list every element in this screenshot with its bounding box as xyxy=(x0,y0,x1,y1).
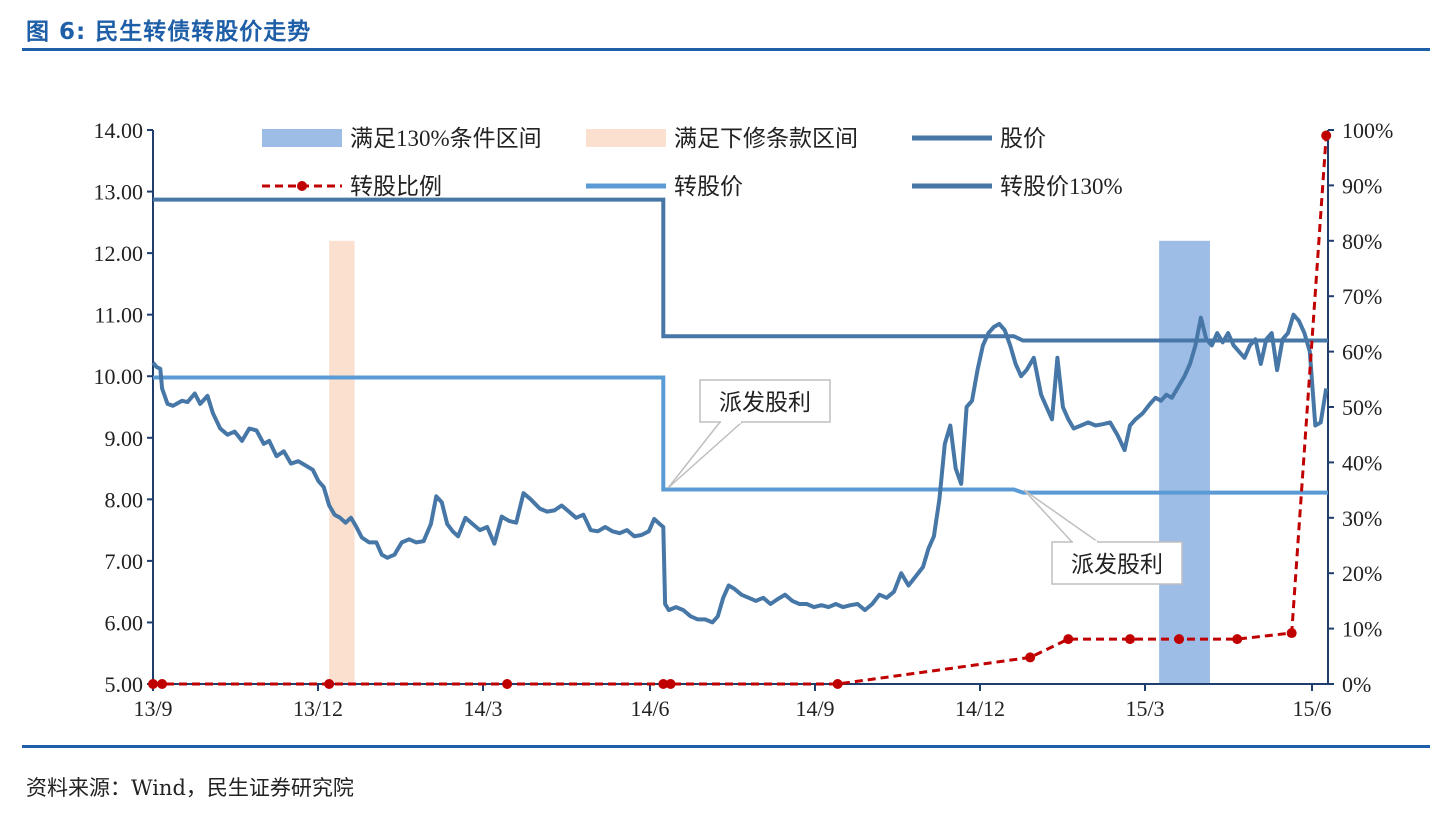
callout-box xyxy=(699,379,831,423)
ratio-point xyxy=(832,679,843,689)
series-conv-price xyxy=(153,375,1328,495)
legend-label-band-revise: 满足下修条款区间 xyxy=(674,126,858,151)
ratio-point xyxy=(157,679,168,689)
y-right-tick-label: 30% xyxy=(1342,506,1382,531)
source-note: 资料来源：Wind，民生证券研究院 xyxy=(26,776,354,800)
x-tick-label: 14/12 xyxy=(955,696,1005,721)
y-left-tick-label: 12.00 xyxy=(94,241,144,266)
legend-label-conv-price: 转股价 xyxy=(674,174,743,199)
ratio-point xyxy=(324,679,335,689)
y-left-tick-label: 9.00 xyxy=(105,426,144,451)
ratio-point xyxy=(1063,634,1074,645)
callout-pointer xyxy=(667,421,744,489)
callout-box xyxy=(1051,541,1183,585)
y-right-tick-label: 60% xyxy=(1342,340,1382,365)
y-right-tick-label: 50% xyxy=(1342,395,1382,420)
y-left-tick-label: 10.00 xyxy=(94,364,144,389)
callout-label: 派发股利 xyxy=(1071,552,1163,577)
figure-title: 图 6: 民生转债转股价走势 xyxy=(26,19,312,45)
ratio-point xyxy=(502,679,513,689)
x-tick-label: 14/9 xyxy=(795,696,834,721)
y-right-tick-label: 80% xyxy=(1342,229,1382,254)
band-130-condition xyxy=(1159,240,1210,685)
legend-label-conv-price-130: 转股价130% xyxy=(1000,174,1123,199)
legend-label-ratio: 转股比例 xyxy=(350,174,442,199)
legend-label-band-130: 满足130%条件区间 xyxy=(350,126,542,151)
ratio-point xyxy=(665,679,676,689)
y-left-tick-label: 8.00 xyxy=(105,487,144,512)
y-right-tick-label: 40% xyxy=(1342,450,1382,475)
y-right-tick-label: 20% xyxy=(1342,561,1382,586)
bands-layer xyxy=(329,240,1210,685)
ratio-point xyxy=(1174,634,1185,645)
ratio-point xyxy=(1232,634,1243,645)
x-tick-label: 15/3 xyxy=(1125,696,1164,721)
y-left-tick-label: 7.00 xyxy=(105,549,144,574)
legend-swatch-band-130 xyxy=(262,129,342,147)
series-conversion-ratio xyxy=(153,135,1328,686)
ratio-point xyxy=(148,679,158,689)
ratio-point xyxy=(658,679,669,689)
y-left-tick-label: 13.00 xyxy=(94,180,144,205)
y-right-tick-label: 90% xyxy=(1342,173,1382,198)
y-left-tick-label: 5.00 xyxy=(105,672,144,697)
legend-swatch-ratio-marker xyxy=(297,181,307,191)
ratio-point xyxy=(1286,628,1297,639)
y-left-tick-label: 11.00 xyxy=(94,303,143,328)
lines-layer xyxy=(148,130,1332,689)
series-stock-price xyxy=(151,312,1329,625)
y-right-tick-label: 70% xyxy=(1342,284,1382,309)
title-rule xyxy=(22,48,1430,51)
chart-svg: 5.00 6.00 7.00 8.00 9.00 10.00 11.00 12.00 13.00… xyxy=(94,118,1394,721)
x-tick-label: 14/6 xyxy=(630,696,669,721)
y-right-tick-label: 10% xyxy=(1342,617,1382,642)
ratio-point xyxy=(1321,130,1332,141)
legend-label-stock: 股价 xyxy=(1000,126,1046,151)
footer-rule xyxy=(22,745,1430,748)
x-tick-label: 15/6 xyxy=(1292,696,1331,721)
legend-swatch-band-revise xyxy=(586,129,666,147)
callout-pointer xyxy=(1023,489,1101,543)
ratio-point xyxy=(1025,652,1036,663)
x-tick-label: 13/9 xyxy=(133,696,172,721)
x-tick-label: 13/12 xyxy=(293,696,343,721)
band-revise-condition xyxy=(329,240,355,685)
x-tick-label: 14/3 xyxy=(463,696,502,721)
series-conv-price-130 xyxy=(153,197,1328,343)
y-right-tick-label: 100% xyxy=(1342,118,1393,143)
y-left-tick-label: 14.00 xyxy=(94,118,144,143)
y-right-tick-label: 0% xyxy=(1342,672,1371,697)
callout-label: 派发股利 xyxy=(719,390,811,415)
y-left-tick-label: 6.00 xyxy=(105,610,144,635)
ratio-point xyxy=(1125,634,1136,645)
